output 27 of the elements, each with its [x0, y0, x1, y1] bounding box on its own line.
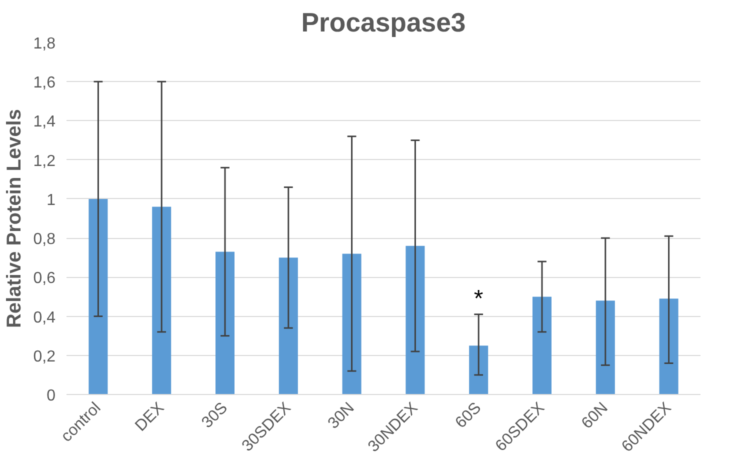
y-tick-label: 0,4: [33, 309, 56, 326]
bar: [152, 206, 172, 394]
y-tick-label: 1,6: [33, 74, 56, 92]
bar: [88, 198, 108, 394]
x-tick-label: 60S: [452, 399, 485, 432]
annotation: *: [474, 285, 484, 312]
x-tick-label: 60N: [578, 399, 612, 432]
y-tick-label: 1,2: [33, 152, 56, 170]
y-tick-label: 0,6: [33, 270, 56, 288]
bar: [406, 246, 425, 394]
bar: [342, 254, 362, 394]
bar: [469, 346, 488, 394]
y-tick-label: 1: [46, 192, 56, 209]
bar: [659, 298, 678, 394]
bar: [596, 300, 615, 394]
x-tick-label: 30N: [325, 399, 358, 432]
y-axis-title: Relative Protein Levels: [3, 109, 26, 328]
y-tick-label: 0: [46, 388, 56, 404]
y-tick-label: 1,4: [33, 114, 56, 131]
x-tick-label: 30S: [198, 399, 232, 432]
y-tick-label: 0,2: [33, 348, 56, 366]
bar: [278, 258, 298, 394]
chart-title: Procaspase3: [301, 8, 466, 38]
bar: [215, 252, 235, 394]
bar: [532, 296, 552, 394]
y-tick-label: 1,8: [33, 36, 56, 52]
y-tick-label: 0,8: [33, 231, 56, 248]
